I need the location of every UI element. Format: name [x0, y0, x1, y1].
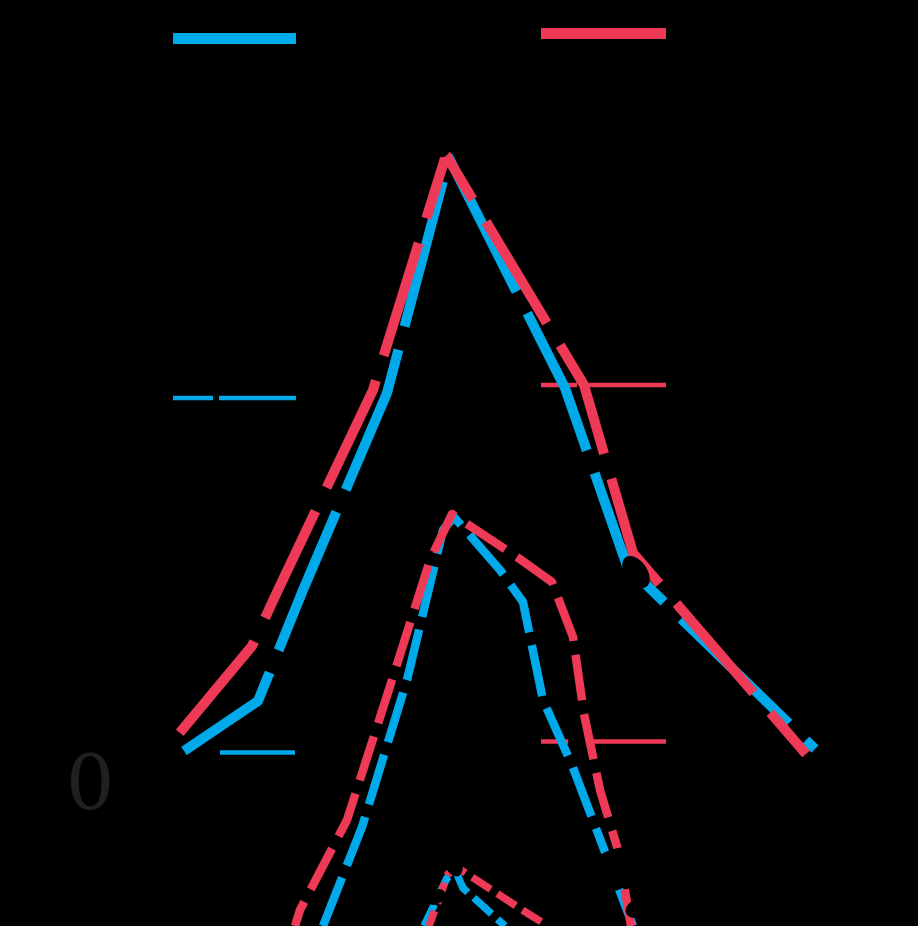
black-ink-occlusion [583, 847, 645, 893]
black-ink-occlusion [622, 555, 650, 589]
panel-1-blue-curve [181, 153, 819, 756]
black-ink-occlusion [420, 98, 452, 158]
panel-1-red-curve [168, 150, 810, 758]
panel-2-red-curve [290, 509, 636, 926]
black-ink-occlusion [443, 847, 463, 877]
black-ink-occlusion [426, 889, 446, 905]
black-ink-occlusion [625, 898, 651, 918]
panel-2-blue-curve [319, 512, 637, 926]
y-axis-zero-tick-label: 0 [66, 738, 115, 827]
black-ink-occlusion [568, 733, 584, 749]
